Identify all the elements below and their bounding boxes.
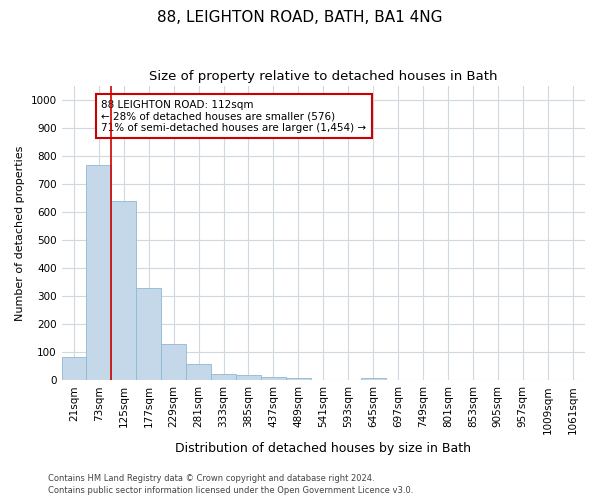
Bar <box>361 378 386 380</box>
Bar <box>136 288 161 380</box>
X-axis label: Distribution of detached houses by size in Bath: Distribution of detached houses by size … <box>175 442 471 455</box>
Bar <box>211 374 236 380</box>
Bar <box>236 375 261 380</box>
Bar <box>286 378 311 380</box>
Bar <box>86 164 112 380</box>
Text: 88, LEIGHTON ROAD, BATH, BA1 4NG: 88, LEIGHTON ROAD, BATH, BA1 4NG <box>157 10 443 25</box>
Y-axis label: Number of detached properties: Number of detached properties <box>15 145 25 320</box>
Bar <box>161 344 186 380</box>
Bar <box>186 364 211 380</box>
Bar <box>62 357 86 380</box>
Text: Contains HM Land Registry data © Crown copyright and database right 2024.
Contai: Contains HM Land Registry data © Crown c… <box>48 474 413 495</box>
Title: Size of property relative to detached houses in Bath: Size of property relative to detached ho… <box>149 70 497 83</box>
Bar <box>261 377 286 380</box>
Bar <box>112 201 136 380</box>
Text: 88 LEIGHTON ROAD: 112sqm
← 28% of detached houses are smaller (576)
71% of semi-: 88 LEIGHTON ROAD: 112sqm ← 28% of detach… <box>101 100 367 133</box>
